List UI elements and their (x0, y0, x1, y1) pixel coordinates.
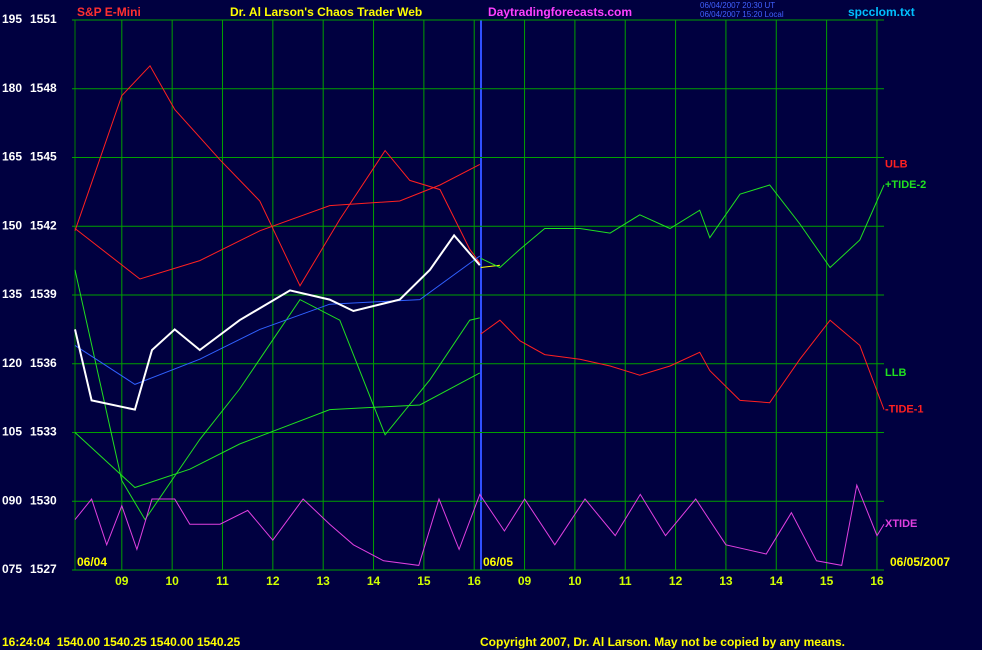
x-tick-label: 15 (417, 574, 431, 588)
file-name: spcclom.txt (848, 5, 915, 19)
y2-tick-label: 180 (2, 81, 22, 95)
y2-tick-label: 135 (2, 287, 22, 301)
instrument: S&P E-Mini (77, 5, 141, 19)
y2-tick-label: 075 (2, 562, 22, 576)
x-tick-label: 09 (518, 574, 532, 588)
y-tick-label: 1551 (30, 12, 57, 26)
series-label: ULB (885, 158, 908, 170)
y-tick-label: 1548 (30, 81, 57, 95)
x-tick-label: 13 (317, 574, 331, 588)
series-label: +TIDE-2 (885, 179, 926, 191)
y-tick-label: 1542 (30, 218, 57, 232)
series-line (480, 184, 885, 269)
y2-tick-label: 195 (2, 12, 22, 26)
series-line (74, 163, 481, 280)
y-tick-label: 1536 (30, 356, 57, 370)
y-tick-label: 1539 (30, 287, 57, 301)
x-tick-label: 12 (669, 574, 683, 588)
series-line (74, 372, 481, 489)
date-label: 06/04 (77, 555, 107, 569)
website: Daytradingforecasts.com (488, 5, 632, 19)
y-tick-label: 1533 (30, 425, 57, 439)
series-line (74, 483, 885, 566)
series-line (74, 269, 480, 521)
series-line (74, 64, 481, 287)
date-label: 06/05 (483, 555, 513, 569)
series-label: XTIDE (885, 518, 917, 530)
date-label: 06/05/2007 (890, 555, 950, 569)
series-line (74, 233, 481, 411)
y-tick-label: 1527 (30, 562, 57, 576)
copyright: Copyright 2007, Dr. Al Larson. May not b… (480, 635, 845, 649)
timestamp-ut: 06/04/2007 20:30 UT (700, 1, 775, 10)
timestamp-local: 06/04/2007 15:20 Local (700, 10, 784, 19)
x-tick-label: 12 (266, 574, 280, 588)
x-tick-label: 15 (820, 574, 834, 588)
y2-tick-label: 120 (2, 356, 22, 370)
x-tick-label: 09 (115, 574, 129, 588)
y2-tick-label: 150 (2, 218, 22, 232)
y-tick-label: 1545 (30, 150, 57, 164)
x-tick-label: 14 (367, 574, 381, 588)
y-tick-label: 1530 (30, 493, 57, 507)
series-line (480, 319, 885, 410)
x-tick-label: 11 (619, 574, 632, 588)
series-label: LLB (885, 367, 906, 379)
quote-line: 16:24:04 1540.00 1540.25 1540.00 1540.25 (2, 635, 241, 649)
series-label: -TIDE-1 (885, 403, 924, 415)
x-tick-label: 10 (165, 574, 179, 588)
x-tick-label: 11 (216, 574, 229, 588)
chart-title: Dr. Al Larson's Chaos Trader Web (230, 5, 422, 19)
x-tick-label: 16 (870, 574, 884, 588)
y2-tick-label: 090 (2, 493, 22, 507)
y2-tick-label: 165 (2, 150, 22, 164)
series-line (74, 255, 481, 385)
x-tick-label: 14 (770, 574, 784, 588)
x-tick-label: 16 (468, 574, 482, 588)
x-tick-label: 10 (568, 574, 582, 588)
y2-tick-label: 105 (2, 425, 22, 439)
x-tick-label: 13 (719, 574, 733, 588)
